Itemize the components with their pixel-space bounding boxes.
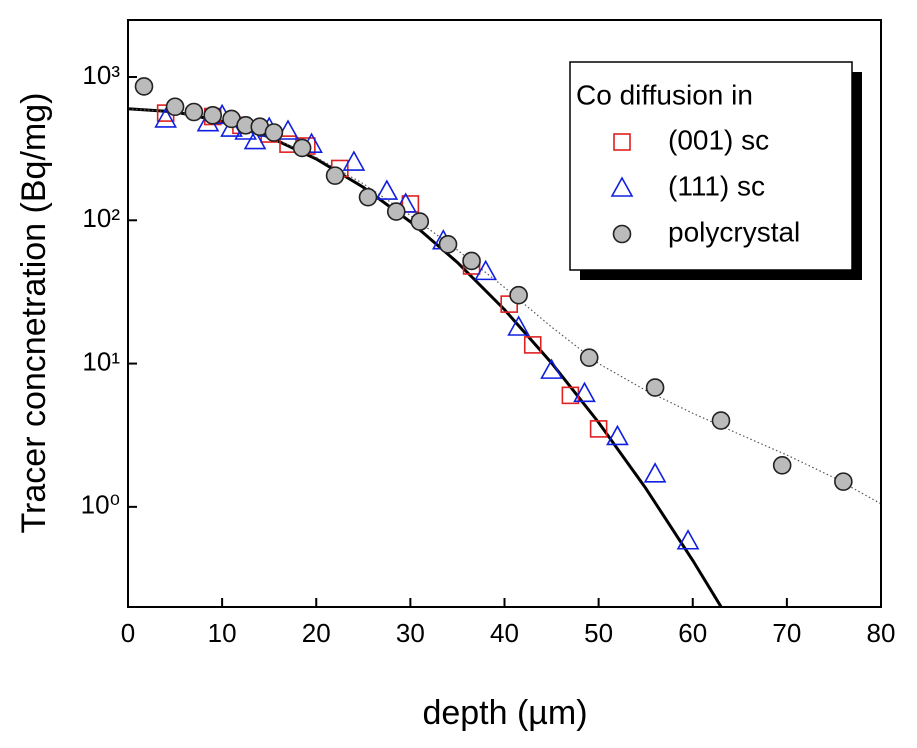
circle-marker	[264, 123, 284, 142]
triangle-marker	[154, 107, 178, 128]
y-tick-label: 10¹	[82, 346, 120, 376]
x-axis-label: depth (µm)	[422, 694, 587, 732]
triangle-marker	[606, 424, 629, 446]
x-tick-label: 40	[490, 618, 519, 648]
x-tick-label: 80	[867, 618, 896, 648]
circle-marker	[386, 202, 406, 221]
triangle-marker	[342, 150, 366, 171]
x-tick-label: 20	[302, 618, 331, 648]
legend-marker	[610, 176, 634, 197]
circle-marker	[462, 251, 481, 271]
circle-marker	[711, 411, 731, 430]
circle-marker	[325, 166, 345, 185]
circle-marker	[184, 102, 204, 122]
triangle-marker	[243, 128, 267, 150]
x-tick-label: 70	[772, 618, 801, 648]
triangle-marker	[474, 259, 498, 281]
square-marker	[523, 336, 542, 354]
triangle-marker	[540, 358, 563, 379]
circle-marker	[645, 378, 665, 397]
triangle-marker	[643, 462, 667, 483]
circle-marker	[438, 234, 458, 254]
legend-marker	[613, 133, 631, 151]
circle-marker	[358, 187, 378, 207]
data-marks	[134, 77, 853, 550]
circle-marker	[579, 348, 599, 367]
x-tick-label: 30	[396, 618, 425, 648]
y-tick-label: 10⁰	[81, 490, 120, 520]
triangle-marker	[375, 179, 399, 200]
legend-title: Co diffusion in	[576, 79, 753, 110]
legend-marker	[612, 224, 632, 244]
circle-marker	[509, 285, 528, 305]
legend-label: (111) sc	[668, 170, 765, 201]
circle-marker	[834, 472, 853, 491]
circle-marker	[772, 455, 792, 475]
x-tick-label: 10	[208, 618, 237, 648]
triangle-marker	[573, 381, 596, 403]
legend-label: (001) sc	[668, 124, 769, 155]
square-marker	[589, 420, 608, 438]
circle-marker	[292, 138, 312, 158]
triangle-marker	[394, 192, 418, 213]
triangle-marker	[276, 119, 300, 140]
y-tick-label: 10²	[82, 203, 120, 233]
triangle-marker	[507, 315, 530, 336]
x-tick-label: 0	[121, 618, 135, 648]
circle-marker	[165, 97, 185, 117]
y-axis-label: Tracer concnetration (Bq/mg)	[15, 93, 53, 534]
x-tick-label: 50	[584, 618, 613, 648]
circle-marker	[134, 77, 154, 96]
y-tick-label: 10³	[82, 60, 120, 90]
x-tick-label: 60	[678, 618, 707, 648]
triangle-marker	[676, 529, 700, 550]
circle-marker	[203, 106, 223, 125]
circle-marker	[410, 212, 430, 231]
legend-label: polycrystal	[668, 216, 800, 247]
